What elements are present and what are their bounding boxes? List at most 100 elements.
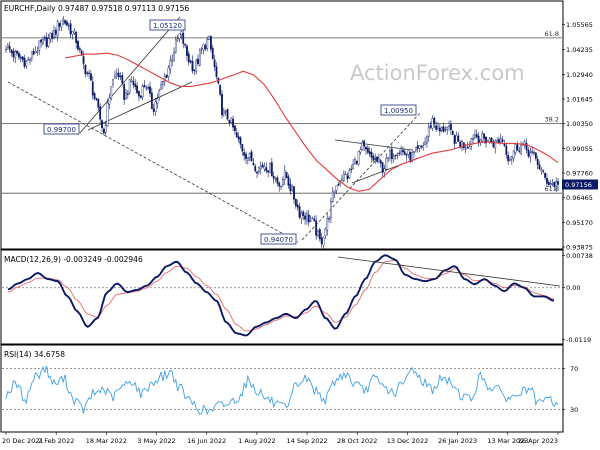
candle-body: [176, 38, 179, 41]
candle-body: [544, 172, 546, 178]
candle-body: [84, 64, 87, 75]
candle-body: [398, 152, 401, 154]
candle-body: [376, 156, 378, 162]
price-tick-label: 0.96465: [566, 194, 593, 202]
candle-body: [448, 125, 450, 127]
candle-body: [438, 127, 441, 132]
candle-body: [494, 140, 497, 149]
candle-body: [219, 84, 222, 95]
time-tick-label: 28 Oct 2022: [337, 437, 377, 445]
candle-body: [300, 212, 303, 219]
candle-body: [117, 72, 120, 78]
candle-body: [106, 102, 109, 126]
candle-body: [492, 141, 495, 147]
candle-body: [536, 159, 539, 165]
candle-body: [193, 69, 196, 71]
candle-body: [187, 53, 190, 63]
candle-body: [75, 32, 78, 43]
candle-body: [141, 85, 144, 98]
price-tick-label: 0.93875: [566, 244, 593, 252]
candle-body: [546, 178, 548, 184]
candle-body: [147, 87, 150, 89]
candle-body: [307, 214, 310, 223]
candle-body: [344, 173, 347, 176]
candle-body: [23, 57, 26, 67]
candle-body: [99, 106, 102, 120]
candle-body: [261, 164, 264, 168]
candle-body: [302, 211, 305, 216]
candle-body: [357, 151, 360, 165]
candle-body: [206, 38, 209, 49]
candle-body: [383, 168, 386, 173]
candle-body: [322, 237, 325, 246]
candle-body: [341, 178, 343, 181]
candle-body: [58, 22, 61, 27]
candle-body: [514, 143, 517, 153]
candle-body: [121, 75, 124, 84]
candle-body: [557, 181, 559, 185]
fib-label: 38.2: [545, 116, 559, 124]
candle-body: [553, 181, 556, 187]
candle-body: [66, 21, 68, 26]
candle-body: [114, 75, 116, 79]
candle-body: [294, 198, 297, 207]
candle-body: [123, 84, 126, 100]
moving-average-line: [65, 52, 559, 192]
candle-body: [479, 139, 482, 143]
candle-body: [424, 141, 426, 146]
candle-body: [342, 173, 345, 181]
price-annotation-box: [43, 123, 80, 135]
candle-body: [435, 125, 438, 130]
candle-body: [440, 126, 443, 131]
candle-body: [405, 154, 408, 156]
candle-body: [138, 91, 140, 97]
candle-body: [77, 41, 79, 50]
candle-body: [306, 213, 308, 221]
candle-body: [67, 25, 70, 27]
candle-body: [64, 20, 66, 24]
price-tick-label: 0.97760: [566, 169, 593, 177]
candle-body: [160, 84, 162, 90]
candle-body: [365, 146, 367, 150]
candle-body: [409, 151, 412, 162]
candle-body: [36, 51, 39, 53]
candle-body: [221, 94, 223, 116]
candle-body: [468, 146, 471, 150]
candle-body: [413, 151, 415, 154]
macd-line: [7, 254, 555, 337]
candle-body: [317, 230, 319, 236]
candle-body: [378, 158, 380, 162]
candle-body: [91, 81, 94, 96]
candle-body: [18, 52, 20, 58]
candle-body: [431, 118, 434, 129]
candle-body: [457, 135, 460, 142]
candle-body: [14, 51, 17, 59]
candle-body: [8, 46, 11, 50]
candle-body: [10, 49, 13, 54]
candle-body: [250, 151, 253, 162]
candle-body: [422, 145, 425, 148]
candle-body: [534, 152, 537, 159]
macd-panel-frame: [0, 249, 564, 345]
candle-body: [128, 79, 131, 94]
candle-body: [45, 36, 48, 47]
candle-body: [158, 90, 161, 98]
rsi-axis: 70 30: [562, 365, 578, 414]
candle-body: [234, 125, 236, 131]
candle-body: [101, 120, 103, 129]
candle-body: [32, 51, 35, 55]
candle-body: [472, 138, 474, 140]
candle-body: [374, 158, 377, 160]
candle-body: [272, 175, 275, 179]
trend-line: [334, 139, 413, 151]
candle-body: [304, 215, 306, 220]
candle-body: [379, 160, 382, 164]
candle-body: [488, 138, 491, 143]
candle-body: [416, 145, 419, 149]
candle-body: [154, 101, 157, 112]
candle-body: [132, 81, 135, 85]
candle-body: [237, 136, 240, 140]
candle-body: [330, 201, 332, 218]
candle-body: [298, 206, 301, 218]
